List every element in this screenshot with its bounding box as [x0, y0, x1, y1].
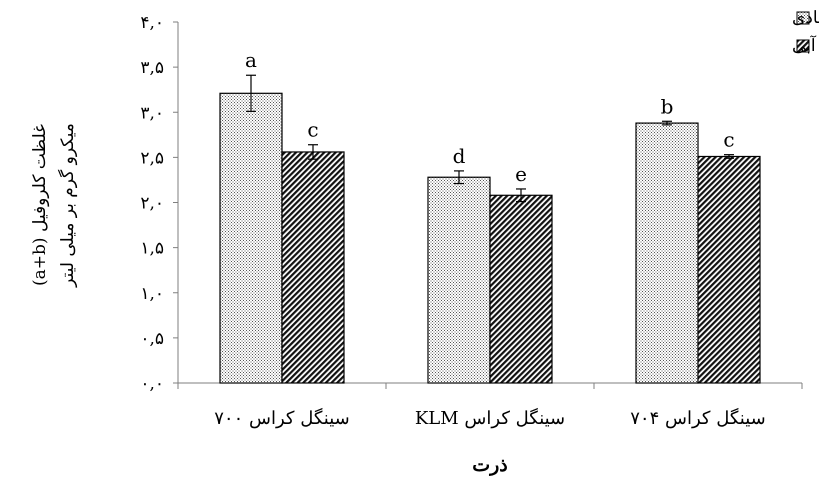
- y-tick-label: ۱,۵: [140, 239, 164, 259]
- y-tick-label: ۰,۵: [140, 329, 164, 349]
- significance-letter: d: [453, 144, 466, 168]
- significance-letter: c: [723, 128, 734, 152]
- y-tick-label: ۳,۵: [140, 58, 164, 78]
- y-tick-label: ۲,۵: [140, 148, 164, 168]
- y-tick-label: ۱,۰: [140, 284, 164, 304]
- bar: [635, 122, 699, 384]
- bar: [697, 155, 761, 384]
- legend-swatch: [796, 11, 810, 25]
- labels: a c سینگل کراس ۷۰۰ d e سینگل کراس KLM b c سینگل …: [214, 48, 765, 476]
- bars: [219, 74, 761, 384]
- y-axis-unit-label: میکرو گرم بر میلی لیتر: [57, 123, 78, 287]
- significance-letter: c: [307, 118, 318, 142]
- x-tick-label: سینگل کراس ۷۰۴: [630, 407, 765, 429]
- y-axis-label: غلظت کلروفیل (a+b): [29, 124, 50, 286]
- legend-label: تنش کم آبی: [792, 34, 819, 56]
- x-tick-label: سینگل کراس ۷۰۰: [214, 407, 349, 429]
- significance-letter: a: [245, 48, 257, 72]
- significance-letter: e: [515, 162, 527, 186]
- y-tick-label: ۳,۰: [140, 103, 164, 123]
- legend-label: آبیاری عادی: [792, 6, 819, 28]
- bar: [281, 151, 345, 384]
- legend-swatch: [796, 39, 810, 53]
- legend: آبیاری عادی تنش کم آبی: [792, 6, 819, 56]
- x-axis-title: ذرت: [472, 454, 508, 476]
- significance-letter: b: [661, 94, 674, 118]
- y-tick-label: ۴,۰: [140, 13, 164, 33]
- bar: [489, 194, 553, 384]
- y-tick-label: ۲,۰: [140, 194, 164, 214]
- x-tick-label: سینگل کراس KLM: [415, 407, 565, 429]
- y-tick-label: ۰,۰: [140, 374, 164, 394]
- bar: [219, 92, 283, 384]
- bar: [427, 176, 491, 384]
